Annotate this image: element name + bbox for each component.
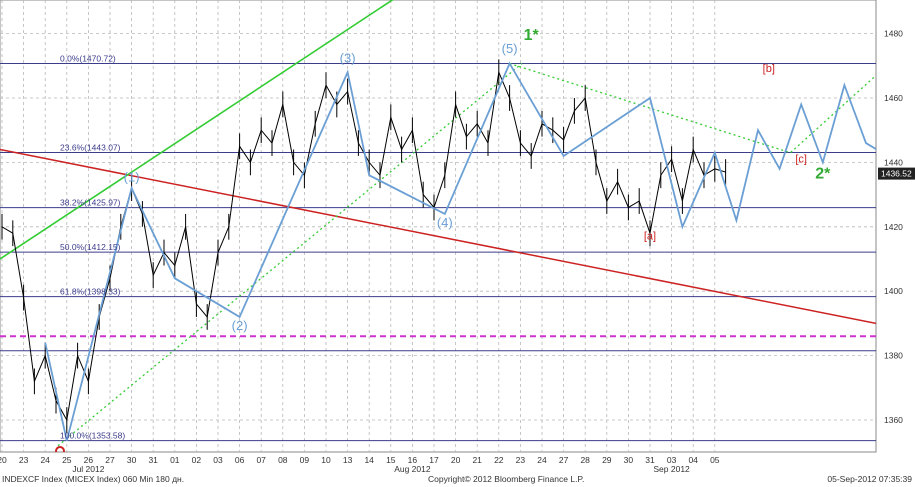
x-tick-label: 10: [321, 455, 331, 465]
wave-label: 1*: [524, 27, 540, 44]
x-tick-label: 26: [84, 455, 94, 465]
wave-label: (4): [437, 215, 453, 230]
plot-content: [0, 0, 876, 452]
x-tick-label: 13: [343, 455, 353, 465]
x-tick-label: 01: [170, 455, 180, 465]
x-tick-label: 23: [19, 455, 29, 465]
x-month-label: Jul 2012: [72, 464, 104, 474]
wave-label: (3): [340, 51, 356, 66]
x-tick-label: 08: [278, 455, 288, 465]
fib-level-label: 23.6%(1443.07): [60, 143, 121, 153]
x-tick-label: 04: [688, 455, 698, 465]
green-channel-lower: [57, 62, 523, 447]
x-tick-label: 30: [624, 455, 634, 465]
plot-area: [0, 0, 877, 453]
last-price-tag: [878, 167, 915, 180]
x-month-label: Aug 2012: [394, 464, 431, 474]
x-tick-label: 20: [451, 455, 461, 465]
x-tick-label: 05: [710, 455, 720, 465]
x-tick-label: 23: [516, 455, 526, 465]
y-tick-label: 1380: [884, 351, 903, 361]
x-tick-label: 24: [40, 455, 50, 465]
x-tick-label: 14: [364, 455, 374, 465]
instrument-label: INDEXCF Index (MICEX Index) 060 Min 180 …: [2, 474, 185, 484]
x-tick-label: 02: [192, 455, 202, 465]
timestamp-label: 05-Sep-2012 07:35:39: [827, 474, 912, 484]
x-tick-label: 03: [213, 455, 223, 465]
x-tick-label: 29: [602, 455, 612, 465]
green-channel-upper: [0, 0, 394, 260]
y-tick-label: 1460: [884, 93, 903, 103]
x-tick-label: 31: [645, 455, 655, 465]
y-tick-label: 1360: [884, 415, 903, 425]
x-tick-label: 31: [148, 455, 158, 465]
wave-label: [a]: [644, 231, 656, 243]
x-tick-label: 15: [386, 455, 396, 465]
copyright-label: Copyright© 2012 Bloomberg Finance L.P.: [428, 474, 585, 484]
fib-level-label: 38.2%(1425.97): [60, 198, 121, 208]
wave-label: (5): [502, 41, 518, 56]
red-trendline: [0, 148, 876, 325]
x-tick-label: 17: [429, 455, 439, 465]
elliott-wave-path: [44, 61, 876, 441]
x-tick-label: 07: [256, 455, 266, 465]
x-tick-label: 30: [127, 455, 137, 465]
fib-level-label: 50.0%(1412.15): [60, 242, 121, 252]
wave-label: [b]: [763, 63, 775, 75]
wave-label: (1): [124, 170, 140, 185]
x-tick-label: 25: [62, 455, 72, 465]
y-tick-label: 1480: [884, 29, 903, 39]
last-price-label: 1436.52: [881, 169, 912, 179]
x-month-label: Sep 2012: [653, 464, 690, 474]
fib-level-label: 0.0%(1470.72): [60, 53, 116, 63]
fib-level-label: 61.8%(1398.33): [60, 287, 121, 297]
y-tick-label: 1420: [884, 222, 903, 232]
x-tick-label: 06: [235, 455, 245, 465]
x-tick-label: 16: [408, 455, 418, 465]
wave-label: [c]: [795, 153, 807, 165]
x-tick-label: 28: [580, 455, 590, 465]
x-tick-label: 24: [537, 455, 547, 465]
wave-label: 2*: [815, 166, 831, 183]
fib-level-label: 100.0%(1353.58): [60, 431, 125, 441]
x-tick-label: 27: [105, 455, 115, 465]
x-tick-label: 27: [559, 455, 569, 465]
x-tick-label: 09: [300, 455, 310, 465]
x-tick-label: 20: [0, 455, 7, 465]
x-tick-label: 03: [667, 455, 677, 465]
red-marker: [55, 446, 65, 452]
x-tick-label: 22: [494, 455, 504, 465]
wave-label: (2): [232, 318, 248, 333]
y-tick-label: 1440: [884, 157, 903, 167]
green-projection-line: [509, 62, 876, 154]
y-tick-label: 1400: [884, 286, 903, 296]
x-tick-label: 21: [472, 455, 482, 465]
